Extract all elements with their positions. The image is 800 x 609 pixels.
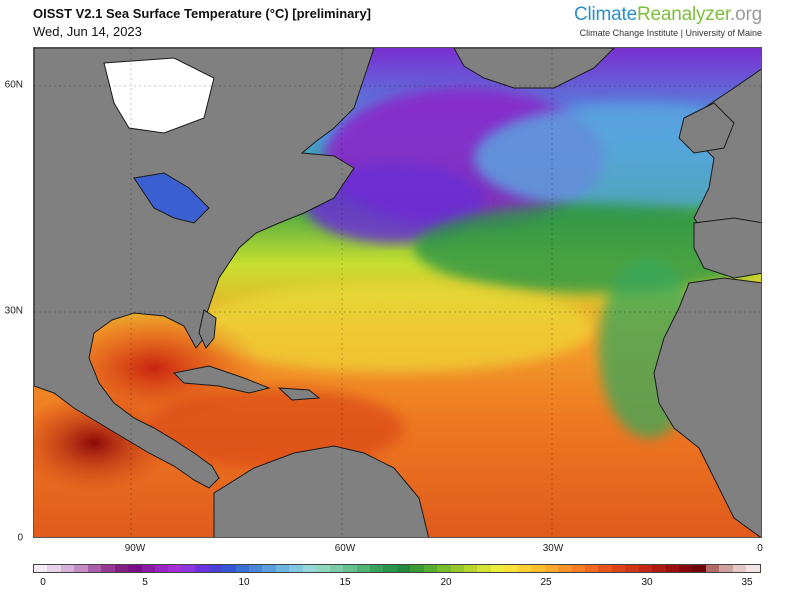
- colorbar-swatch: [598, 565, 612, 572]
- greenland-landmass: [453, 48, 615, 89]
- colorbar-swatch: [490, 565, 505, 572]
- lon-label-0: 0: [757, 543, 763, 554]
- colorbar-swatch: [665, 565, 679, 572]
- colorbar-swatch: [235, 565, 249, 572]
- africa-landmass: [653, 277, 761, 537]
- chart-date: Wed, Jun 14, 2023: [33, 24, 142, 39]
- colorbar-tick-30: 30: [641, 577, 653, 588]
- colorbar-swatch: [625, 565, 639, 572]
- colorbar-swatch: [584, 565, 599, 572]
- iberia-landmass: [693, 217, 761, 279]
- north-america-landmass: [34, 48, 375, 489]
- colorbar-swatch: [329, 565, 344, 572]
- temperature-colorbar: [33, 564, 761, 573]
- colorbar-swatch: [47, 565, 61, 572]
- sst-map[interactable]: [33, 47, 762, 538]
- colorbar-swatch: [74, 565, 88, 572]
- gulf-stream-warm-region: [194, 283, 594, 373]
- colorbar-swatch: [181, 565, 196, 572]
- logo-part-climate: Climate: [573, 4, 637, 25]
- colorbar-swatch: [114, 565, 129, 572]
- lat-label-30n: 30N: [4, 305, 23, 317]
- colorbar-swatch: [289, 565, 303, 572]
- pacific-hot-region: [34, 393, 174, 493]
- colorbar-swatch: [369, 565, 384, 572]
- lon-label-90w: 90W: [124, 543, 146, 554]
- colorbar-tick-35: 35: [741, 577, 753, 588]
- colorbar-swatch: [477, 565, 491, 572]
- hispaniola-island: [277, 387, 321, 401]
- colorbar-swatch: [423, 565, 438, 572]
- colorbar-swatch: [571, 565, 585, 572]
- lon-label-30w: 30W: [542, 543, 564, 554]
- logo-part-org: .org: [730, 4, 762, 25]
- colorbar-swatch: [517, 565, 532, 572]
- colorbar-swatch: [410, 565, 424, 572]
- colorbar-swatch: [383, 565, 397, 572]
- colorbar-swatch: [195, 565, 209, 572]
- colorbar-swatch: [396, 565, 411, 572]
- colorbar-swatch: [544, 565, 559, 572]
- colorbar-swatch: [208, 565, 223, 572]
- colorbar-swatch: [34, 565, 48, 572]
- colorbar-swatch: [705, 565, 720, 572]
- colorbar-tick-0: 0: [40, 577, 46, 588]
- colorbar-swatch: [356, 565, 370, 572]
- lat-label-60n: 60N: [4, 79, 23, 91]
- colorbar-swatch: [154, 565, 169, 572]
- colorbar-tick-20: 20: [440, 577, 452, 588]
- colorbar-swatch: [141, 565, 155, 572]
- colorbar-swatch: [168, 565, 182, 572]
- colorbar-swatch: [316, 565, 330, 572]
- florida-peninsula: [198, 309, 217, 349]
- logo-part-reanalyzer: Reanalyzer: [636, 4, 731, 25]
- colorbar-swatch: [343, 565, 357, 572]
- site-tagline: Climate Change Institute | University of…: [579, 28, 762, 38]
- colorbar-tick-5: 5: [142, 577, 148, 588]
- colorbar-swatch: [87, 565, 102, 572]
- chart-title: OISST V2.1 Sea Surface Temperature (°C) …: [33, 6, 372, 21]
- colorbar-swatch: [101, 565, 115, 572]
- colorbar-swatch: [128, 565, 142, 572]
- colorbar-swatch: [611, 565, 626, 572]
- colorbar-swatch: [249, 565, 263, 572]
- colorbar-swatch: [638, 565, 653, 572]
- colorbar-swatch: [558, 565, 572, 572]
- colorbar-swatch: [60, 565, 75, 572]
- colorbar-swatch: [719, 565, 733, 572]
- colorbar-swatch: [302, 565, 317, 572]
- colorbar-swatch: [504, 565, 518, 572]
- south-america-landmass: [213, 445, 430, 537]
- colorbar-swatch: [437, 565, 451, 572]
- lat-label-0: 0: [17, 532, 23, 544]
- colorbar-swatch: [531, 565, 545, 572]
- colorbar-swatch: [464, 565, 478, 572]
- cuba-island: [172, 365, 271, 394]
- colorbar-swatch: [275, 565, 290, 572]
- newfoundland-cold-region: [304, 163, 484, 243]
- colorbar-swatch: [450, 565, 464, 572]
- colorbar-tick-25: 25: [540, 577, 552, 588]
- hudson-bay: [103, 57, 215, 134]
- colorbar-swatch: [262, 565, 276, 572]
- site-logo[interactable]: ClimateReanalyzer.org: [574, 4, 762, 26]
- british-isles: [678, 102, 735, 154]
- colorbar-swatch: [692, 565, 706, 572]
- colorbar-tick-10: 10: [238, 577, 250, 588]
- great-lakes: [133, 172, 210, 224]
- colorbar-swatch: [732, 565, 747, 572]
- lon-label-60w: 60W: [334, 543, 356, 554]
- colorbar-swatch: [652, 565, 666, 572]
- colorbar-swatch: [746, 565, 760, 572]
- colorbar-swatch: [222, 565, 236, 572]
- colorbar-swatch: [679, 565, 693, 572]
- colorbar-tick-15: 15: [339, 577, 351, 588]
